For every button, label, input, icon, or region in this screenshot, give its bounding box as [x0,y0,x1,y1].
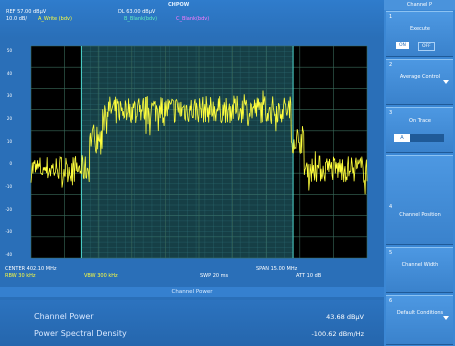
reference-level: REF 57.00 dBμV [6,9,47,15]
attenuation-readout: ATT 10 dB [296,273,322,279]
softkey-number: 5 [389,250,393,256]
softkey-label: Execute [410,26,430,32]
softkey-number: 3 [389,110,393,116]
channel-power-label: Channel Power [34,312,94,321]
execute-off-option[interactable]: OFF [418,42,435,51]
channel-width-softkey[interactable]: 5 Channel Width [386,247,453,293]
y-tick-label: -30 [5,229,12,235]
softkey-label: Channel Width [401,262,439,268]
execute-on-option[interactable]: ON [396,42,409,49]
measurement-header: Channel Power [0,287,384,297]
trace-b-label: B_Blank(bdv) [124,16,158,22]
softkey-label: Channel Position [399,212,441,218]
status-bar: CHPOW REF 57.00 dBμV DL 63.00 dBμV 10.0 … [0,0,384,38]
softkey-label: Default Conditions [396,310,444,316]
softkey-panel: Channel P 1 Execute ON OFF 2 Average Con… [384,0,455,346]
vbw-readout: VBW 300 kHz [84,273,118,279]
on-trace-softkey[interactable]: 3 On Trace A [386,107,453,153]
trace-a-label: A_Write (bdv) [38,16,72,22]
y-tick-label: 50 [6,48,12,53]
trace-selector[interactable]: A [394,134,444,142]
softkey-number: 4 [389,204,393,210]
softkey-label: On Trace [409,118,431,124]
softkey-number: 1 [389,14,393,20]
y-tick-label: -20 [5,206,12,212]
scale-readout: 10.0 dB/ [6,16,28,22]
execute-softkey[interactable]: 1 Execute ON OFF [386,11,453,57]
softkey-label: Average Control [399,74,441,80]
measurement-title: CHPOW [168,2,190,8]
spectrum-trace [30,90,368,195]
y-tick-label: 0 [9,161,12,167]
average-control-softkey[interactable]: 2 Average Control [386,59,453,105]
selected-trace: A [394,134,410,142]
measurement-panel: Channel Power 43.68 dBμV Power Spectral … [0,300,384,346]
psd-label: Power Spectral Density [34,329,127,338]
softkey-menu-title: Channel P [384,0,455,10]
y-tick-label: 40 [6,70,12,76]
psd-value: -100.62 dBm/Hz [311,330,364,338]
y-tick-label: -10 [5,184,12,189]
default-conditions-softkey[interactable]: 6 Default Conditions [386,295,453,345]
softkey-number: 2 [389,62,393,68]
softkey-number: 6 [389,298,393,304]
spectrum-chart [30,45,368,259]
trace-c-label: C_Blank(bdv) [176,16,210,22]
chevron-down-icon [443,80,449,84]
display-line-level: DL 63.00 dBμV [118,9,156,15]
y-tick-label: 10 [6,138,12,144]
channel-power-value: 43.68 dBμV [326,313,364,321]
y-tick-label: 20 [6,116,12,121]
sweep-readout: SWP 20 ms [200,273,229,279]
spectrum-plot [11,44,369,260]
channel-position-softkey[interactable]: 4 Channel Position [386,155,453,245]
chevron-down-icon [443,316,449,320]
span-readout: SPAN 15.00 MHz [256,266,298,272]
center-frequency: CENTER 402.10 MHz [5,266,57,272]
rbw-readout: RBW 30 kHz [5,273,36,279]
y-tick-label: -40 [5,252,12,257]
y-tick-label: 30 [6,93,12,99]
